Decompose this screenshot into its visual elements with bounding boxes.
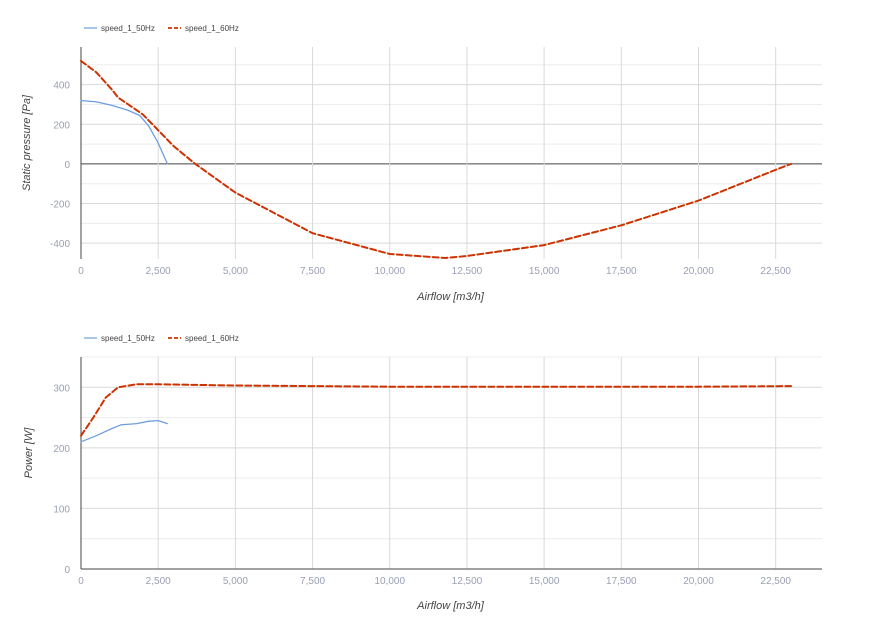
x-axis-title: Airflow [m3/h]: [416, 291, 485, 303]
x-tick-label: 15,000: [529, 266, 560, 277]
power-chart: 0 100 200 300 0 2,500 5,000 7,500 10,000 12,500 15…: [23, 334, 822, 612]
x-tick-label: 20,000: [683, 266, 714, 277]
legend-label: speed_1_60Hz: [185, 24, 239, 33]
x-tick-label: 7,500: [300, 266, 325, 277]
x-tick-label: 22,500: [760, 266, 791, 277]
y-tick-label: 200: [53, 120, 70, 131]
static-pressure-chart: -400 -200 0 200 400 0 2,500 5,000 7,500 10,000 12,…: [21, 24, 822, 303]
y-axis-title: Static pressure [Pa]: [21, 94, 33, 191]
series-line-speed_1_50Hz: [80, 419, 169, 443]
y-tick-label: 100: [53, 504, 70, 515]
x-tick-label: 10,000: [374, 576, 405, 587]
x-tick-label: 22,500: [760, 576, 791, 587]
x-tick-label: 0: [78, 576, 84, 587]
x-tick-label: 15,000: [529, 576, 560, 587]
legend-label: speed_1_50Hz: [101, 24, 155, 33]
y-tick-label: 0: [64, 565, 70, 576]
x-axis-title: Airflow [m3/h]: [416, 600, 485, 612]
x-tick-label: 5,000: [223, 266, 248, 277]
y-axis-title: Power [W]: [23, 427, 35, 479]
x-tick-label: 10,000: [374, 266, 405, 277]
y-tick-label: 400: [53, 81, 70, 92]
x-tick-label: 12,500: [452, 576, 483, 587]
y-tick-label: 200: [53, 444, 70, 455]
x-tick-label: 2,500: [146, 266, 171, 277]
legend-label: speed_1_50Hz: [101, 334, 155, 343]
series-line-speed_1_50Hz: [80, 99, 169, 165]
x-tick-label: 7,500: [300, 576, 325, 587]
legend-label: speed_1_60Hz: [185, 334, 239, 343]
x-tick-label: 17,500: [606, 576, 637, 587]
x-tick-label: 20,000: [683, 576, 714, 587]
y-tick-label: 0: [64, 160, 70, 171]
x-tick-label: 0: [78, 266, 84, 277]
series-line-speed_1_60Hz: [80, 383, 793, 437]
x-tick-label: 12,500: [452, 266, 483, 277]
y-tick-label: 300: [53, 383, 70, 394]
y-tick-label: -200: [50, 200, 70, 211]
x-tick-label: 17,500: [606, 266, 637, 277]
x-tick-label: 5,000: [223, 576, 248, 587]
y-tick-label: -400: [50, 239, 70, 250]
series-line-speed_1_60Hz: [80, 59, 793, 259]
x-tick-label: 2,500: [146, 576, 171, 587]
